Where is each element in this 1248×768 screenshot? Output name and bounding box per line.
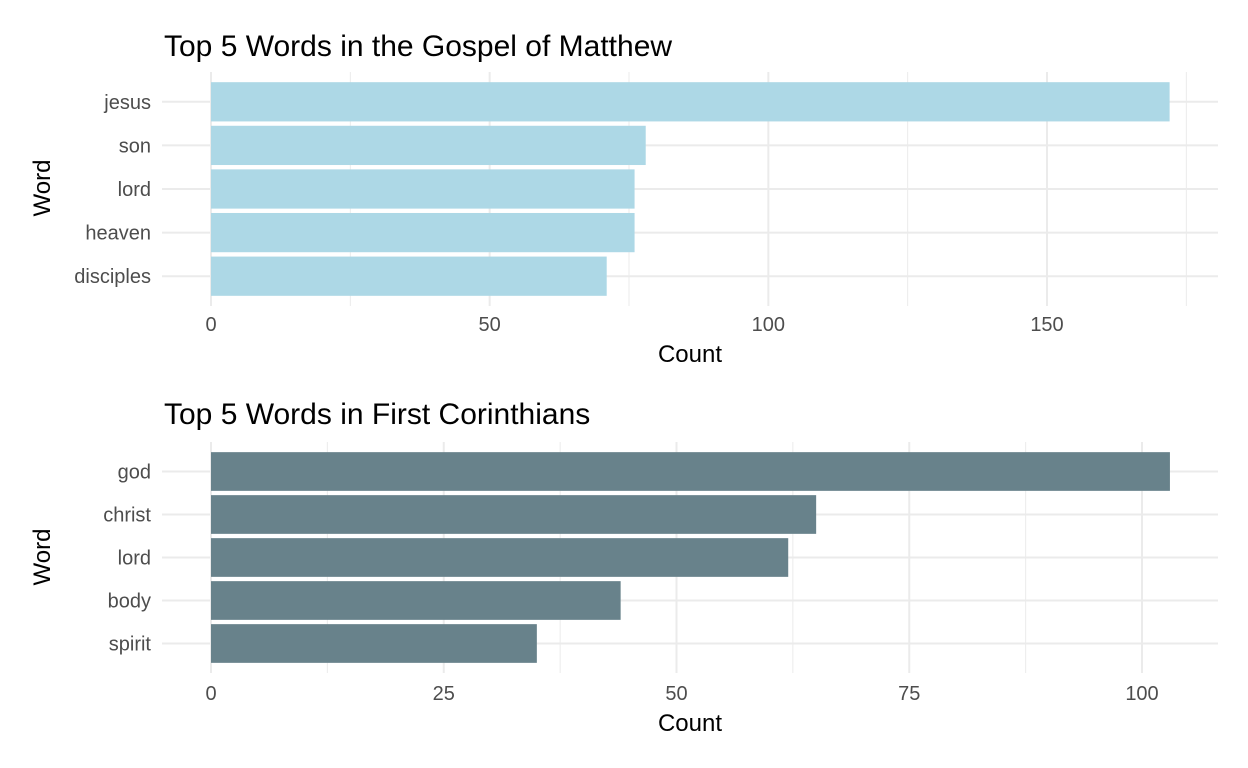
bar-heaven: [211, 212, 635, 253]
bar-spirit: [211, 624, 537, 663]
y-tick-label: disciples: [74, 266, 151, 288]
y-tick-label: jesus: [103, 92, 151, 114]
x-tick-label: 100: [1125, 683, 1158, 705]
y-tick-label: christ: [103, 505, 151, 527]
bar-lord: [211, 169, 635, 209]
bars: [211, 82, 1170, 296]
x-tick-label: 0: [205, 314, 216, 336]
y-tick-label: son: [119, 135, 151, 157]
chart-matthew: Top 5 Words in the Gospel of Matthew jes…: [29, 30, 1218, 368]
x-tick-label: 50: [665, 683, 687, 705]
y-tick-labels: jesus son lord heaven disciples: [74, 92, 151, 288]
bars: [211, 452, 1170, 663]
bar-god: [211, 452, 1170, 491]
x-tick-label: 150: [1030, 314, 1063, 336]
x-tick-label: 75: [898, 683, 920, 705]
bar-christ: [211, 495, 817, 534]
y-tick-label: lord: [118, 179, 151, 201]
bar-son: [211, 125, 646, 166]
bar-lord: [211, 538, 789, 577]
chart-corinthians: Top 5 Words in First Corinthians god chri…: [29, 398, 1218, 737]
bar-body: [211, 581, 621, 620]
x-tick-labels: 0 25 50 75 100: [205, 683, 1158, 705]
y-tick-label: heaven: [85, 223, 151, 245]
chart-title: Top 5 Words in First Corinthians: [164, 398, 590, 431]
x-tick-label: 0: [205, 683, 216, 705]
y-tick-labels: god christ lord body spirit: [103, 462, 151, 656]
bar-jesus: [211, 82, 1170, 122]
x-tick-label: 25: [433, 683, 455, 705]
y-axis-title: Word: [29, 529, 56, 586]
x-tick-labels: 0 50 100 150: [205, 314, 1063, 336]
x-axis-title: Count: [658, 341, 722, 368]
y-axis-title: Word: [29, 160, 56, 217]
chart-title: Top 5 Words in the Gospel of Matthew: [164, 30, 672, 63]
y-tick-label: lord: [118, 548, 151, 570]
y-tick-label: god: [118, 462, 151, 484]
bar-disciples: [211, 256, 607, 296]
x-axis-title: Count: [658, 710, 722, 737]
y-tick-label: spirit: [109, 634, 152, 656]
y-tick-label: body: [108, 591, 151, 613]
x-tick-label: 50: [479, 314, 501, 336]
x-tick-label: 100: [752, 314, 785, 336]
